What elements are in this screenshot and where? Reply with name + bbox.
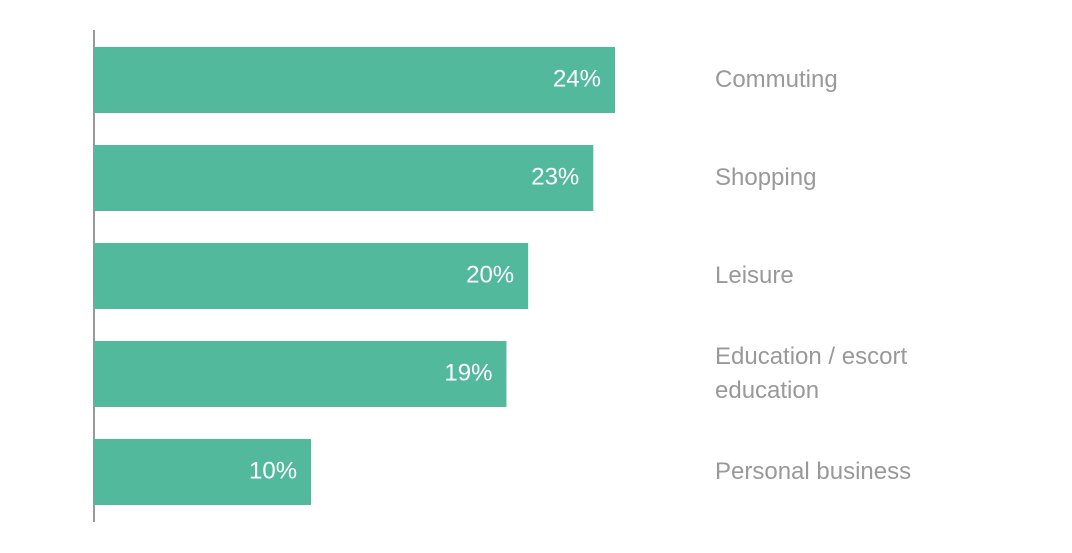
category-label: Personal business [715, 458, 912, 485]
category-label: Shopping [715, 164, 817, 191]
value-label: 19% [444, 359, 492, 386]
value-label: 23% [531, 163, 579, 190]
category-label: Leisure [715, 262, 794, 289]
bar [94, 341, 507, 407]
category-label: Commuting [715, 66, 838, 93]
category-label: Education / escort education [715, 343, 908, 404]
bar [94, 47, 615, 113]
value-label: 24% [553, 65, 601, 92]
value-label: 10% [249, 457, 297, 484]
value-label: 20% [466, 261, 514, 288]
bar [94, 439, 312, 505]
bar [94, 145, 594, 211]
bar [94, 243, 529, 309]
